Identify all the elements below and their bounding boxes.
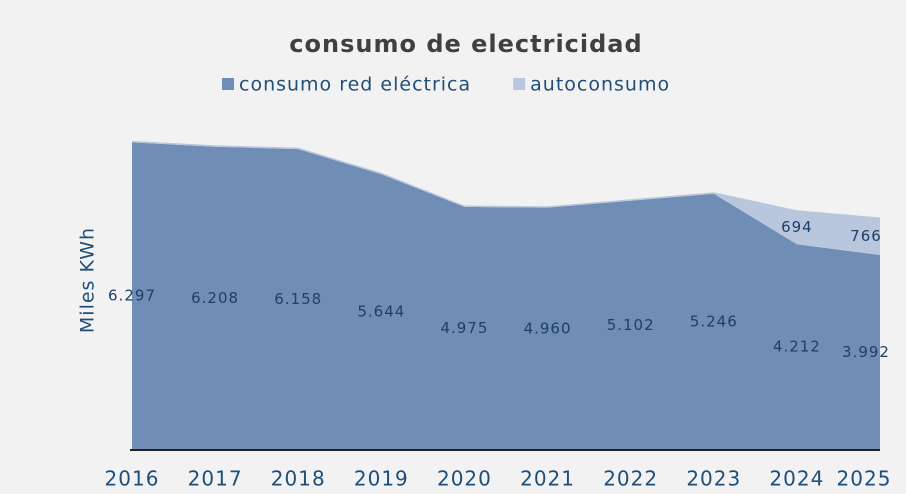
- x-tick-label: 2025: [837, 467, 892, 491]
- x-tick-label: 2020: [437, 467, 492, 491]
- legend-label: consumo red eléctrica: [239, 74, 471, 96]
- data-label: 5.246: [690, 312, 738, 330]
- x-tick-label: 2022: [603, 467, 658, 491]
- x-tick-label: 2019: [354, 467, 409, 491]
- data-label: 5.102: [607, 316, 655, 334]
- x-tick-label: 2017: [188, 467, 243, 491]
- data-label: 5.644: [357, 303, 405, 321]
- data-label: 4.975: [440, 319, 488, 337]
- y-axis-title: Miles KWh: [77, 227, 99, 333]
- x-tick-label: 2023: [686, 467, 741, 491]
- x-tick-label: 2024: [769, 467, 824, 491]
- x-tick-label: 2021: [520, 467, 575, 491]
- data-label: 6.158: [274, 290, 322, 308]
- x-tick-label: 2016: [105, 467, 160, 491]
- area: [132, 142, 880, 451]
- legend-label: autoconsumo: [530, 74, 670, 96]
- data-label: 4.212: [773, 338, 821, 356]
- legend-swatch: [222, 78, 234, 90]
- data-label: 766: [850, 227, 882, 245]
- x-tick-label: 2018: [271, 467, 326, 491]
- data-label: 6.208: [191, 289, 239, 307]
- chart-title: consumo de electricidad: [289, 30, 642, 58]
- data-label: 4.960: [524, 319, 572, 337]
- data-label: 3.992: [842, 343, 890, 361]
- data-label: 6.297: [108, 287, 156, 305]
- area: [132, 140, 880, 255]
- data-label: 694: [781, 218, 813, 236]
- legend-swatch: [513, 78, 526, 90]
